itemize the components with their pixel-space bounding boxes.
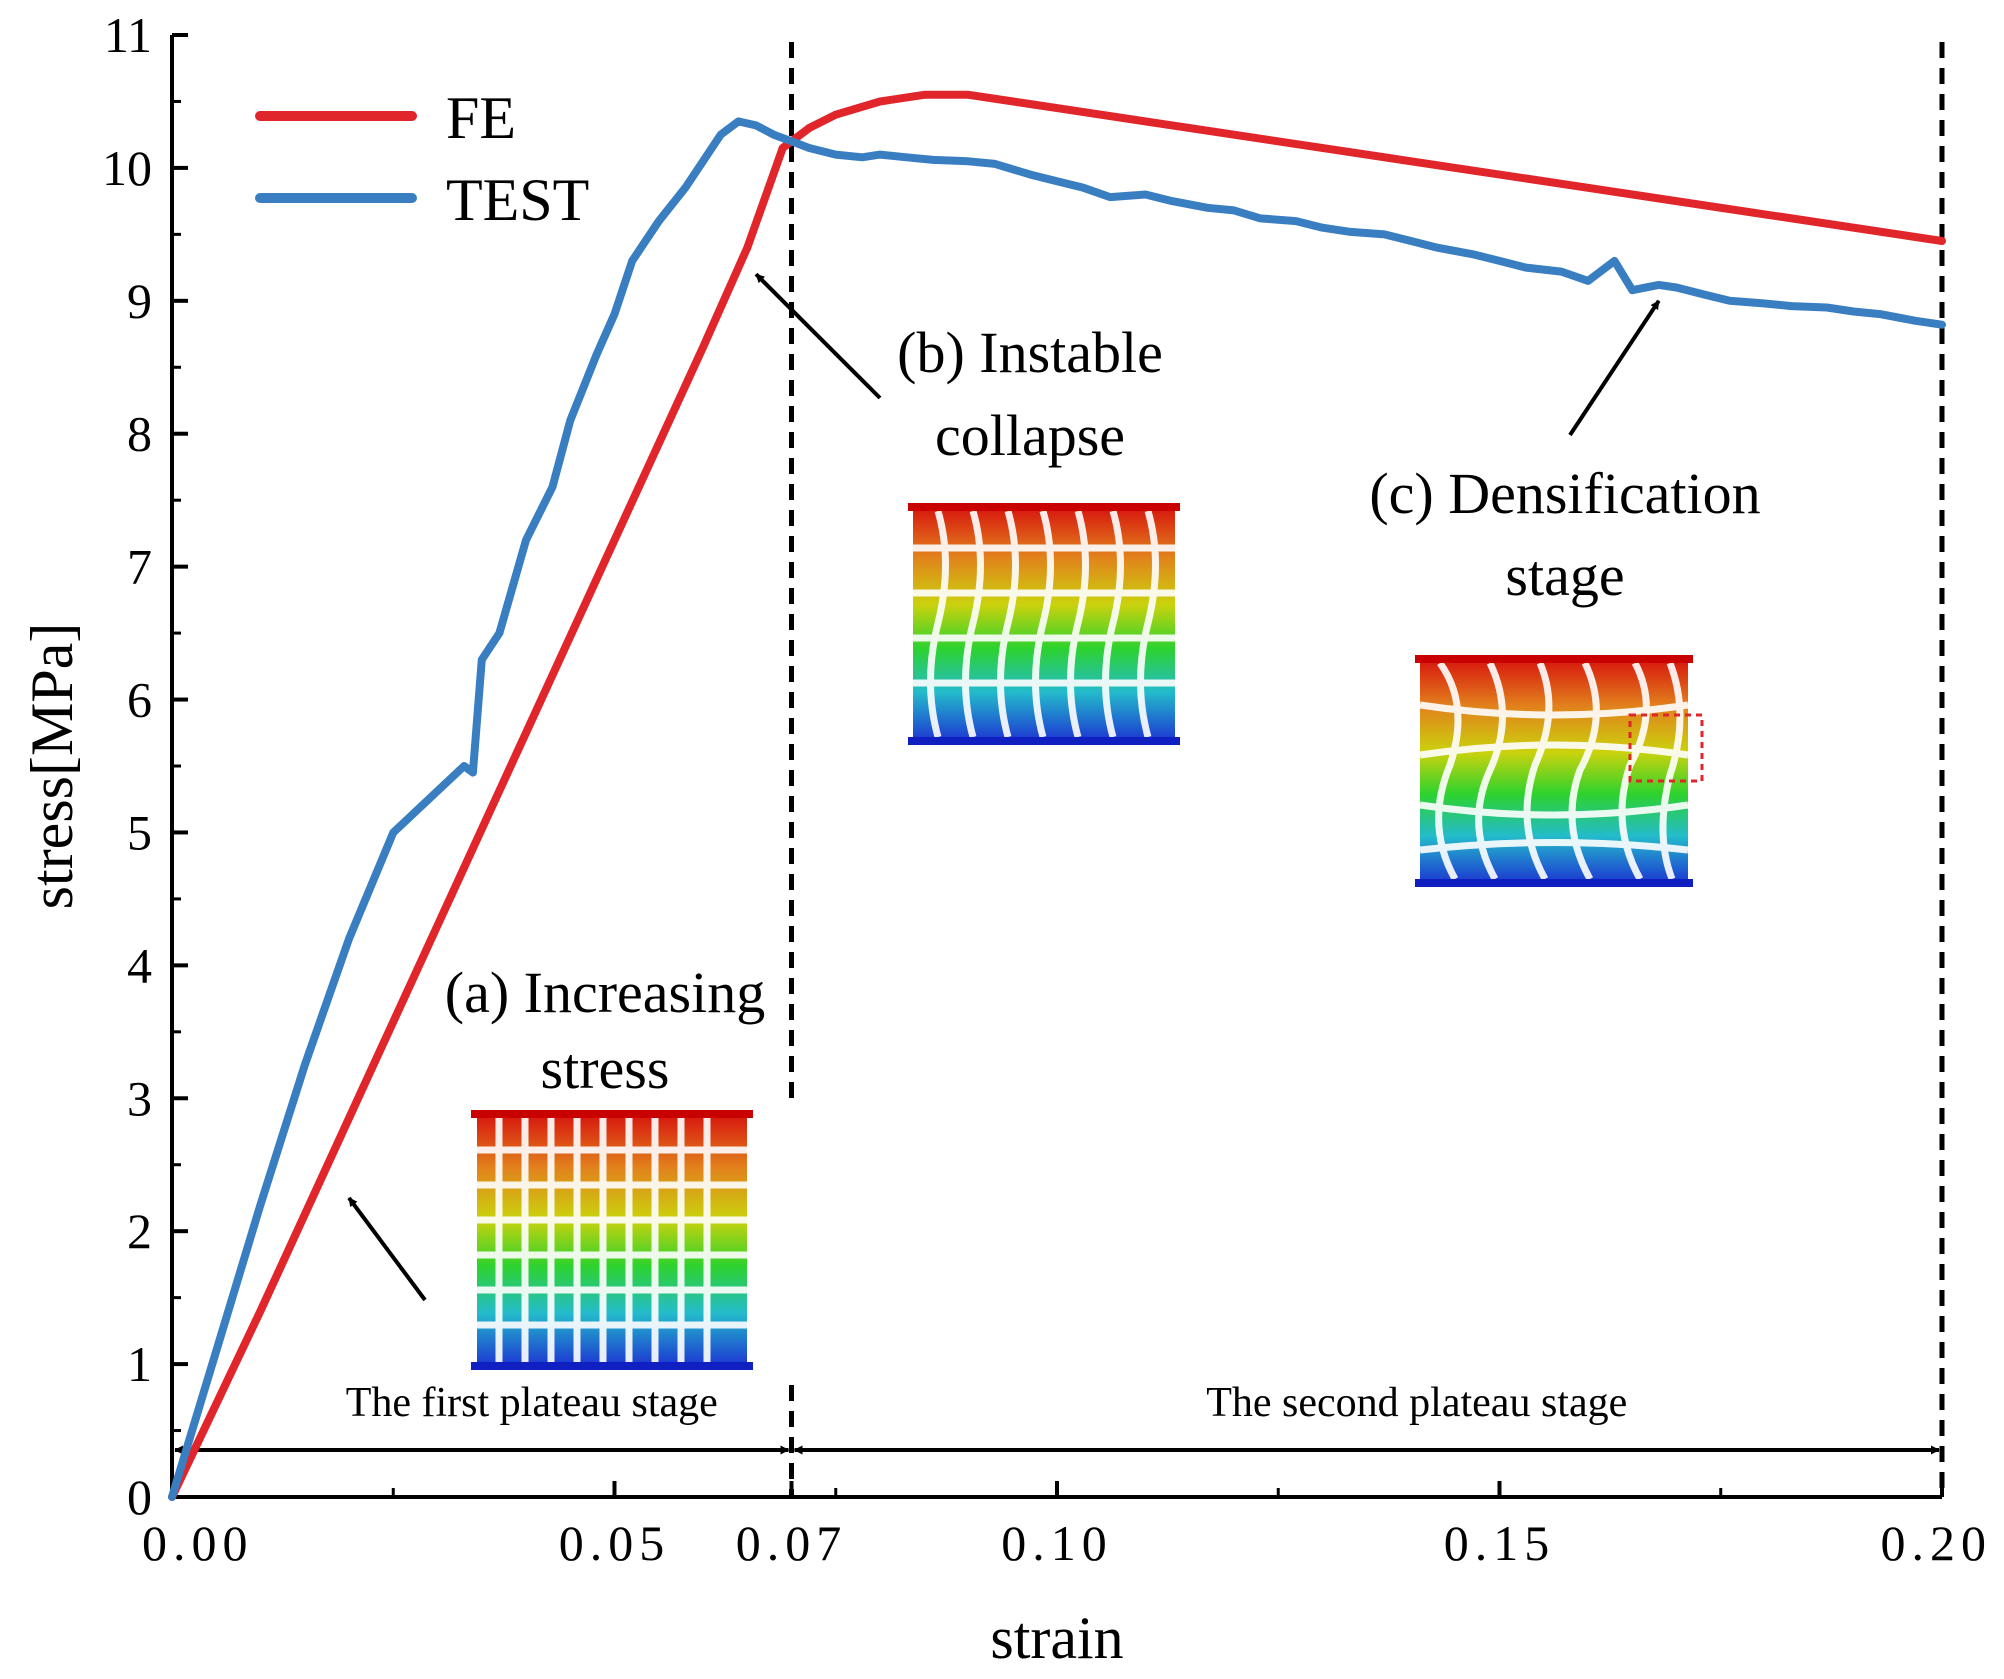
annotation-arrow: [347, 1196, 427, 1302]
y-ticks: 0 1 2 3 4 5 6 7 8 9 10 11: [102, 7, 188, 1525]
x-tick-label: 0.20: [1881, 1515, 1993, 1571]
fe-mesh-image-b: [908, 503, 1180, 745]
stage-ranges: The first plateau stage The second platea…: [174, 1380, 1940, 1455]
y-tick-label: 0: [127, 1469, 152, 1525]
stage-range-label: The second plateau stage: [1206, 1380, 1627, 1426]
annotation-text: (c) Densification: [1369, 461, 1760, 526]
y-tick-label: 4: [127, 937, 152, 993]
annotation-arrow: [754, 272, 882, 400]
series-line-fe: [168, 90, 1946, 1501]
y-tick-label: 6: [127, 672, 152, 728]
legend: FE TEST: [255, 85, 589, 233]
x-tick-label: 0.15: [1444, 1515, 1556, 1571]
annotations: (a) Increasing stress (b) Instable collapse…: [347, 272, 1761, 1302]
annotation-text: stage: [1505, 543, 1624, 608]
x-ticks: 0.00 0.05 0.07 0.10 0.15 0.20: [142, 1481, 1993, 1571]
y-tick-label: 1: [127, 1336, 152, 1392]
annotation-text: collapse: [935, 403, 1125, 468]
annotation-text: (a) Increasing: [445, 960, 765, 1025]
x-tick-label: 0.07: [736, 1515, 848, 1571]
stage-range-label: The first plateau stage: [346, 1380, 718, 1426]
y-tick-label: 8: [127, 406, 152, 462]
annotation-text: (b) Instable: [897, 320, 1163, 385]
stage-boundary-markers: [789, 42, 1945, 1497]
y-tick-label: 11: [104, 7, 152, 63]
y-tick-label: 10: [102, 140, 152, 196]
annotation-arrow: [1568, 299, 1661, 437]
series-line-test: [168, 117, 1946, 1501]
x-tick-label: 0.00: [142, 1515, 254, 1571]
x-axis-title: strain: [990, 1605, 1123, 1671]
legend-label-test: TEST: [446, 167, 589, 233]
series-group: [168, 90, 1946, 1501]
annotation-text: stress: [541, 1036, 670, 1101]
y-axis-title: stress[MPa]: [19, 623, 85, 910]
x-tick-label: 0.10: [1001, 1515, 1113, 1571]
y-tick-label: 3: [127, 1070, 152, 1126]
y-tick-label: 9: [127, 273, 152, 329]
x-tick-label: 0.05: [559, 1515, 671, 1571]
y-tick-label: 5: [127, 804, 152, 860]
legend-label-fe: FE: [446, 85, 516, 151]
y-tick-label: 7: [127, 539, 152, 595]
y-tick-label: 2: [127, 1203, 152, 1259]
fe-mesh-image-c: [1415, 655, 1704, 887]
fe-mesh-image-a: [471, 1110, 753, 1370]
